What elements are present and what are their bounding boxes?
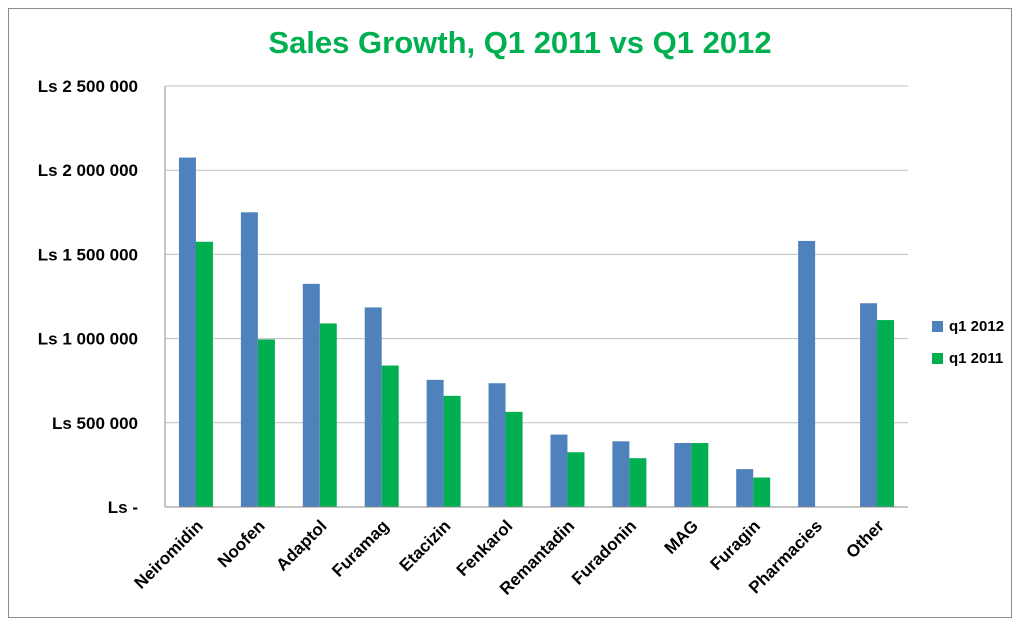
bar-q1-2011-furamag [381, 365, 399, 507]
y-tick-label: Ls 2 500 000 [38, 77, 138, 96]
bar-q1-2012-adaptol [302, 283, 320, 507]
gridlines [165, 85, 908, 424]
bar-q1-2011-remantadin [567, 452, 585, 507]
chart-frame [8, 8, 1012, 618]
y-tick-label: Ls 1 000 000 [38, 330, 138, 349]
bar-q1-2011-fenkarol [505, 411, 523, 507]
y-tick-label: Ls 2 000 000 [38, 161, 138, 180]
x-tick-label: MAG [661, 516, 702, 557]
bars [178, 157, 895, 508]
bar-q1-2011-etacizin [443, 395, 461, 507]
x-tick-label: Neiromidin [131, 516, 207, 592]
bar-q1-2011-other [877, 320, 895, 507]
bar-q1-2011-noofen [257, 339, 275, 507]
legend-label: q1 2011 [949, 350, 1003, 367]
x-tick-label: Other [842, 516, 888, 562]
bar-q1-2011-furagin [753, 477, 771, 507]
y-tick-label: Ls 500 000 [52, 414, 138, 433]
bar-q1-2012-mag [674, 443, 692, 507]
bar-q1-2011-adaptol [319, 323, 337, 507]
y-tick-label: Ls - [108, 498, 138, 517]
y-axis-ticks: Ls - Ls 500 000 Ls 1 000 000 Ls 1 500 000 Ls… [38, 77, 138, 517]
x-tick-label: Etacizin [396, 516, 455, 575]
x-tick-label: Adaptol [272, 516, 330, 574]
x-tick-label: Furagin [707, 516, 765, 574]
chart-title: Sales Growth, Q1 2011 vs Q1 2012 [268, 25, 771, 60]
bar-q1-2012-other [860, 303, 878, 507]
y-tick-label: Ls 1 500 000 [38, 245, 138, 264]
bar-q1-2012-furadonin [612, 441, 630, 507]
x-tick-label: Furadonin [568, 516, 640, 588]
bar-q1-2012-neiromidin [178, 157, 196, 507]
bar-q1-2012-remantadin [550, 434, 568, 507]
x-tick-label: Noofen [214, 516, 269, 571]
legend-label: q1 2012 [949, 318, 1004, 335]
bar-q1-2012-fenkarol [488, 383, 506, 507]
x-tick-label: Furamag [328, 516, 392, 580]
bar-q1-2012-furagin [736, 469, 754, 507]
bar-q1-2012-pharmacies [798, 240, 816, 508]
bar-q1-2012-noofen [240, 212, 258, 508]
bar-q1-2011-mag [691, 443, 709, 507]
legend: q1 2012 q1 2011 [932, 318, 1004, 367]
legend-swatch [932, 321, 943, 332]
x-tick-label: Fenkarol [453, 516, 517, 580]
legend-swatch [932, 353, 943, 364]
bar-q1-2011-furadonin [629, 458, 647, 507]
bar-q1-2011-neiromidin [195, 241, 213, 507]
bar-q1-2012-furamag [364, 307, 382, 507]
bar-q1-2012-etacizin [426, 379, 444, 507]
